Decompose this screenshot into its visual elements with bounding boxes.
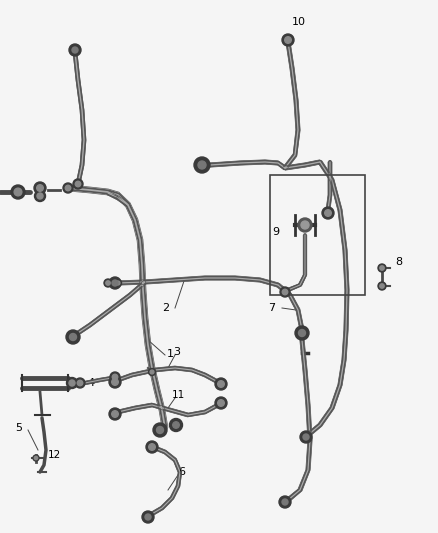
Circle shape [301,221,309,229]
Circle shape [109,376,121,388]
Circle shape [282,34,294,46]
Circle shape [303,434,309,440]
Circle shape [109,277,121,289]
Circle shape [69,380,75,386]
Text: 3: 3 [173,347,180,357]
Circle shape [142,511,154,523]
Circle shape [34,182,46,194]
Circle shape [146,441,158,453]
Circle shape [109,408,121,420]
Circle shape [285,37,291,43]
Circle shape [110,372,120,382]
Circle shape [215,378,227,390]
Circle shape [69,44,81,56]
Circle shape [34,456,38,459]
Circle shape [106,281,110,285]
Circle shape [148,443,155,450]
Circle shape [298,218,312,232]
Text: 2: 2 [162,303,169,313]
Text: 8: 8 [395,257,402,267]
Text: 10: 10 [292,17,306,27]
Circle shape [198,161,206,169]
Text: 4: 4 [87,378,94,388]
Circle shape [73,179,83,189]
Circle shape [279,496,291,508]
Circle shape [173,422,179,428]
Circle shape [218,400,224,406]
Circle shape [112,411,118,417]
Circle shape [322,207,334,219]
Circle shape [67,377,78,389]
Circle shape [325,209,331,216]
Circle shape [300,431,312,443]
Circle shape [65,185,71,191]
Circle shape [194,157,210,173]
Text: 12: 12 [48,450,61,460]
Circle shape [282,499,288,505]
Circle shape [148,368,155,376]
Circle shape [104,279,112,287]
Text: 5: 5 [15,423,22,433]
Circle shape [156,426,163,433]
Circle shape [11,185,25,199]
Circle shape [295,326,309,340]
Circle shape [150,370,154,374]
Circle shape [14,188,22,196]
Circle shape [380,284,384,288]
Circle shape [63,183,73,193]
Text: 1: 1 [167,349,174,359]
Circle shape [75,378,85,388]
Circle shape [116,281,120,285]
Circle shape [378,282,386,290]
Text: 7: 7 [268,303,275,313]
Circle shape [153,423,167,437]
Circle shape [70,334,77,341]
Circle shape [37,193,43,199]
Circle shape [35,190,46,201]
Circle shape [280,287,290,297]
Circle shape [170,418,183,432]
Text: 6: 6 [178,467,185,477]
Circle shape [37,185,43,191]
Circle shape [282,289,288,295]
Circle shape [112,379,118,385]
Circle shape [72,47,78,53]
Circle shape [112,280,118,286]
Circle shape [299,329,305,336]
Bar [270,175,365,295]
Circle shape [112,374,118,379]
Circle shape [215,397,227,409]
Circle shape [66,330,80,344]
Circle shape [33,455,39,461]
Circle shape [75,181,81,187]
Text: 11: 11 [172,390,185,400]
Circle shape [218,381,224,387]
Circle shape [114,279,121,287]
Circle shape [378,264,386,272]
Text: 9: 9 [272,227,279,237]
Circle shape [380,266,384,270]
Circle shape [145,514,151,520]
Circle shape [77,380,83,386]
